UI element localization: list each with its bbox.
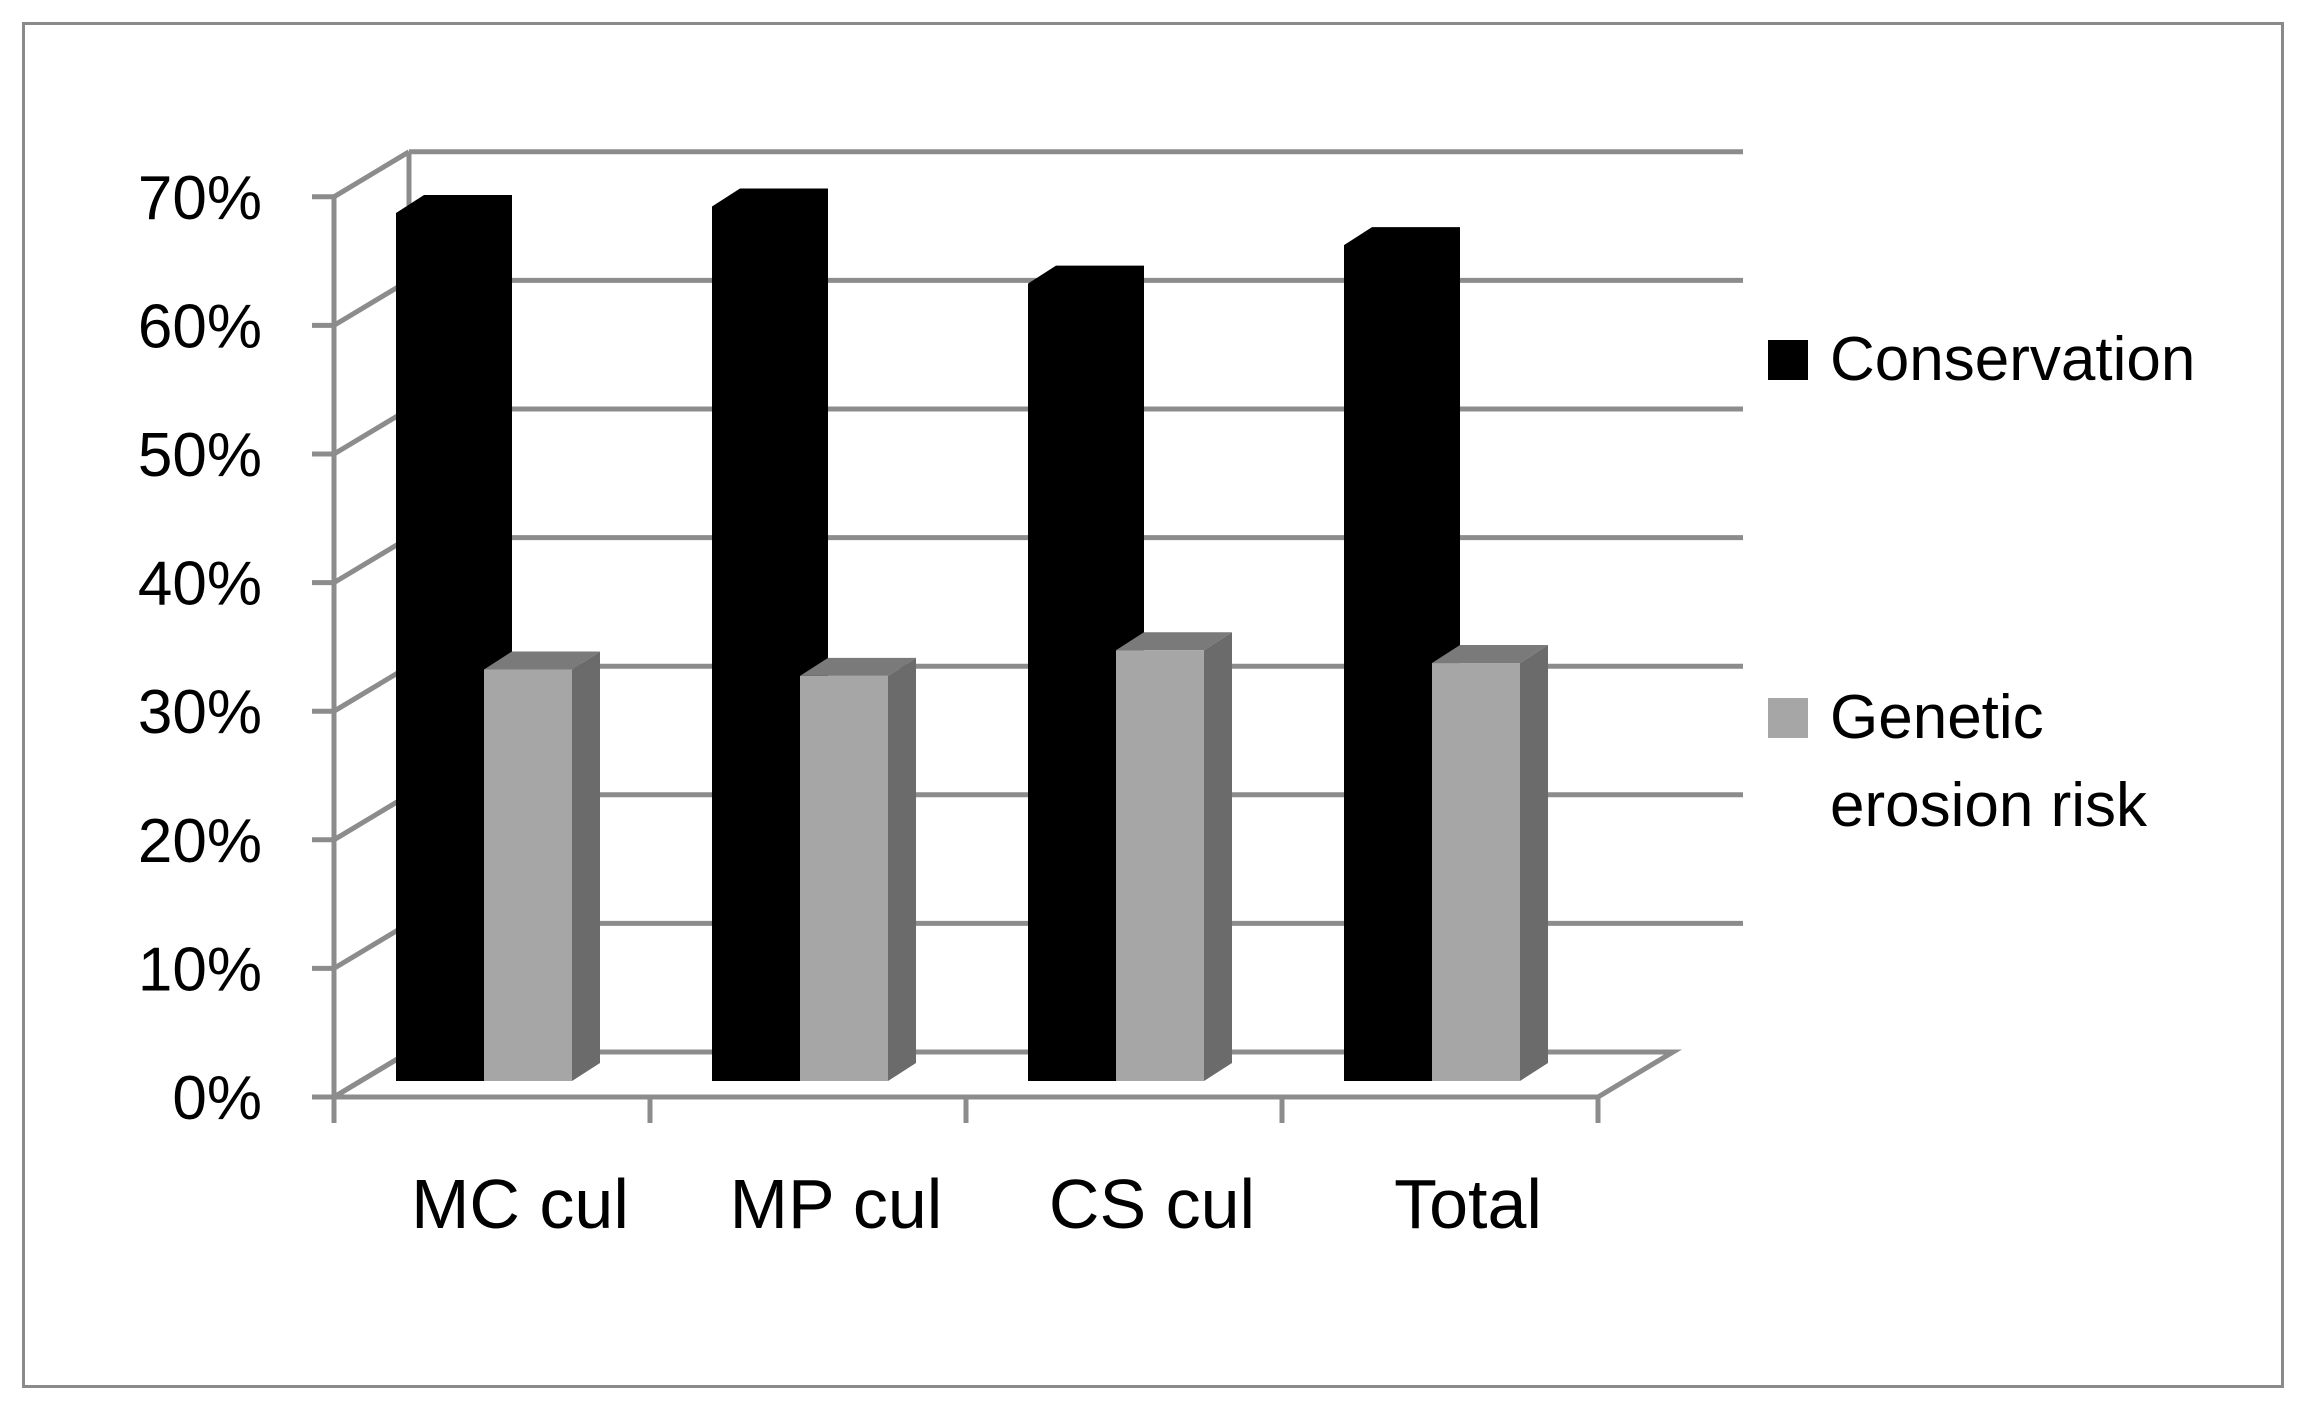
- y-tick-label: 10%: [138, 935, 262, 1004]
- bar-erosion-top: [484, 651, 600, 670]
- legend-label: Conservation: [1830, 325, 2195, 394]
- y-tick-label: 30%: [138, 678, 262, 747]
- x-category-label: MP cul: [730, 1165, 943, 1243]
- bar-conservation: [1028, 265, 1144, 1081]
- floor: [324, 1049, 1683, 1100]
- y-tick-label: 20%: [138, 807, 262, 876]
- bar-erosion-front: [1432, 663, 1520, 1081]
- bar-erosion-side: [1520, 645, 1548, 1081]
- bar-erosion-top: [800, 657, 916, 676]
- y-axis-tick-labels: 0% 10% 20% 30% 40% 50% 60% 70%: [138, 164, 262, 1133]
- legend-swatch: [1768, 698, 1808, 738]
- bar-conservation: [712, 188, 828, 1081]
- bars: [396, 188, 1548, 1082]
- x-category-label: Total: [1394, 1165, 1542, 1243]
- legend-label: erosion risk: [1830, 771, 2148, 840]
- legend-label: Genetic: [1830, 683, 2044, 752]
- x-category-label: MC cul: [411, 1165, 629, 1243]
- bar-erosion-front: [1116, 650, 1204, 1081]
- bar-conservation: [1344, 227, 1460, 1082]
- bar-conservation: [396, 194, 512, 1081]
- y-tick-label: 40%: [138, 550, 262, 619]
- y-tick-label: 0%: [172, 1064, 262, 1133]
- bar-erosion-side: [888, 657, 916, 1081]
- y-tick-label: 70%: [138, 164, 262, 233]
- bar-erosion-top: [1432, 645, 1548, 664]
- gridline-side: [332, 149, 411, 199]
- bar-erosion-side: [572, 651, 600, 1081]
- bar-erosion-front: [800, 675, 888, 1081]
- y-tick-label: 60%: [138, 292, 262, 361]
- legend: Conservation Genetic erosion risk: [1768, 325, 2195, 840]
- bar-erosion-side: [1204, 632, 1232, 1081]
- bar-erosion-top: [1116, 632, 1232, 651]
- x-category-label: CS cul: [1049, 1165, 1255, 1243]
- y-tick-label: 50%: [138, 421, 262, 490]
- bar-erosion-front: [484, 669, 572, 1081]
- legend-swatch: [1768, 340, 1808, 380]
- x-axis-category-labels: MC cul MP cul CS cul Total: [411, 1165, 1542, 1243]
